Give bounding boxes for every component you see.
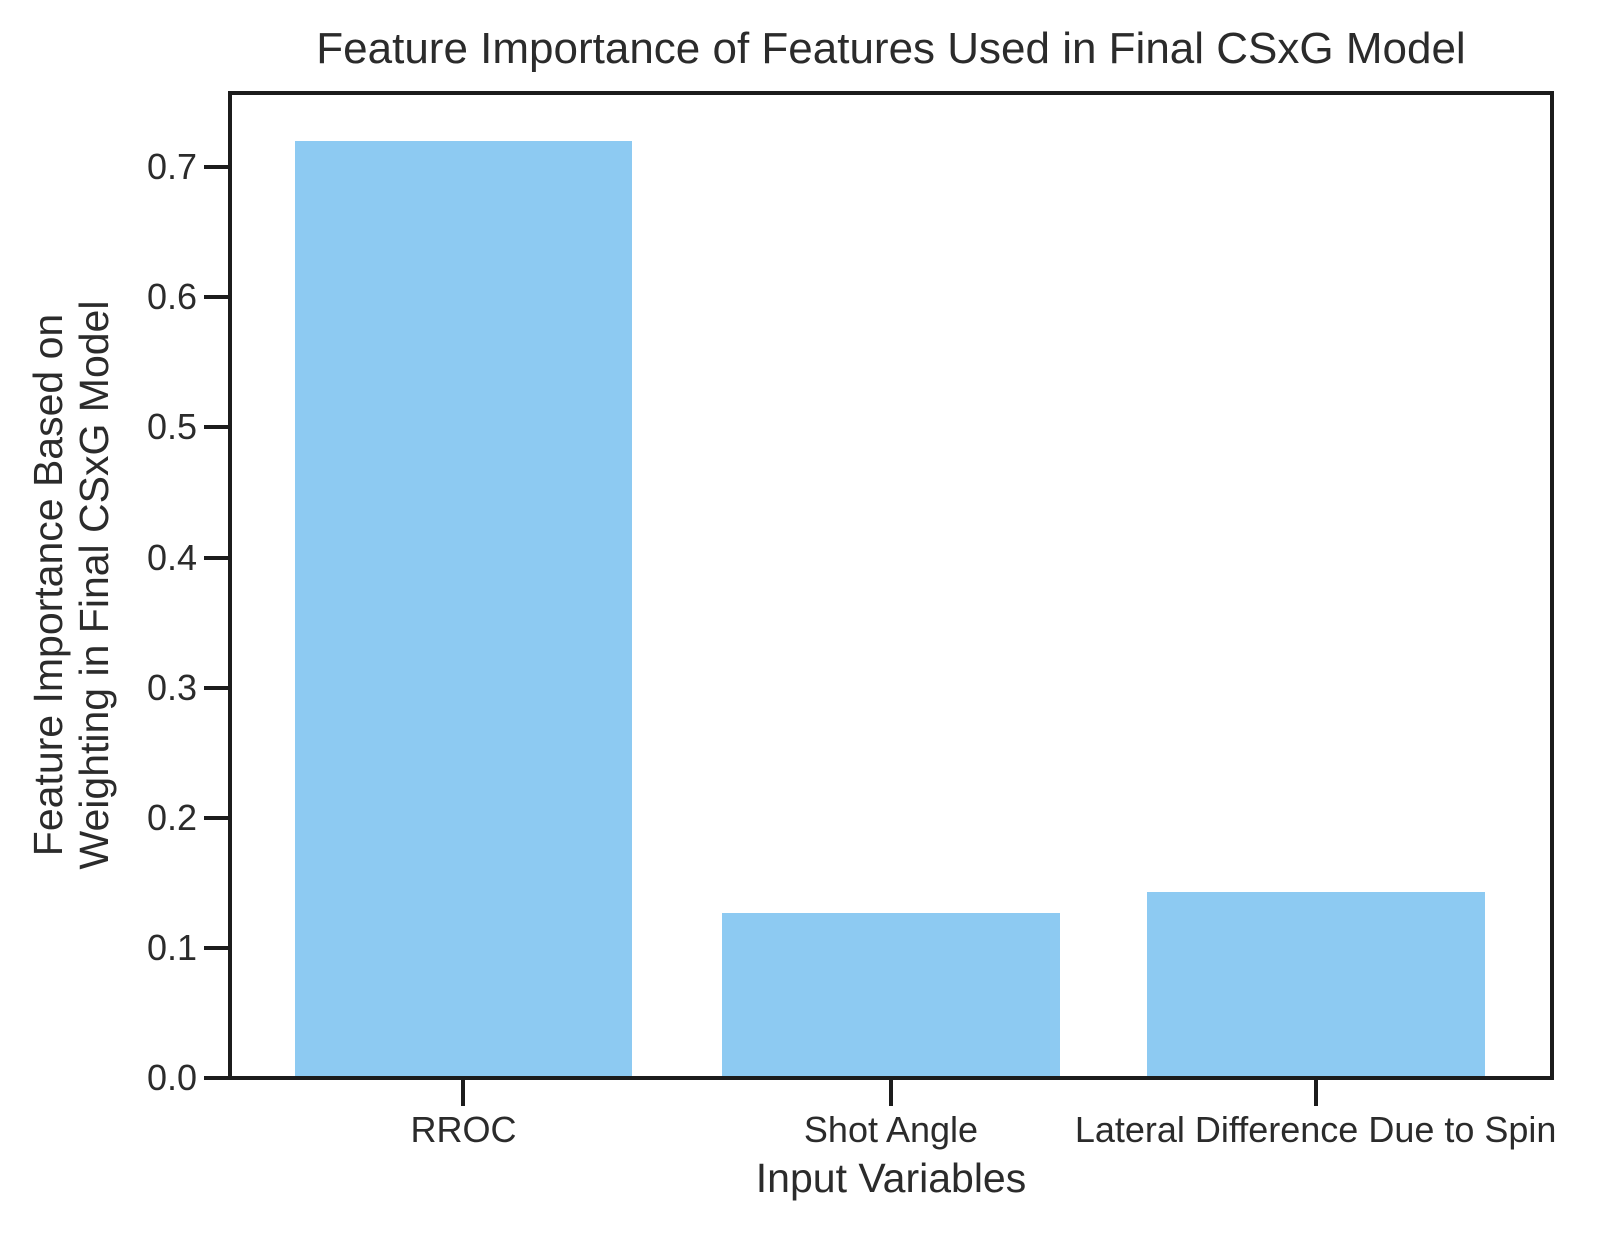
y-tick-mark [204, 425, 230, 430]
y-tick-mark [204, 555, 230, 560]
y-tick-mark [204, 685, 230, 690]
y-tick-mark [204, 945, 230, 950]
x-tick-label: Lateral Difference Due to Spin [1074, 1109, 1557, 1150]
x-axis-label: Input Variables [755, 1155, 1027, 1201]
x-tick-mark [461, 1080, 466, 1106]
y-tick-label: 0.6 [146, 276, 197, 318]
y-tick-label: 0.7 [146, 146, 197, 188]
y-tick-mark [204, 1076, 230, 1080]
y-tick-label: 0.0 [146, 1057, 197, 1098]
plot-area-border [228, 91, 1554, 1080]
chart-title: Feature Importance of Features Used in F… [316, 24, 1466, 73]
y-axis-label: Feature Importance Based on Weighting in… [25, 300, 117, 870]
y-tick-mark [204, 165, 230, 170]
x-tick-mark [889, 1080, 893, 1106]
y-tick-label: 0.1 [146, 926, 197, 968]
bar [294, 141, 633, 1076]
y-tick-label: 0.5 [146, 406, 197, 448]
x-tick-label: RROC [410, 1109, 517, 1150]
y-tick-label: 0.2 [146, 796, 197, 838]
y-tick-label: 0.3 [146, 666, 197, 708]
bars-layer [232, 95, 1550, 1076]
bar [722, 912, 1060, 1076]
y-tick-mark [204, 815, 230, 820]
x-tick-label: Shot Angle [803, 1109, 979, 1150]
bar [1146, 891, 1485, 1076]
y-tick-mark [204, 295, 230, 300]
y-tick-label: 0.4 [146, 536, 197, 578]
x-tick-mark [1313, 1080, 1318, 1106]
